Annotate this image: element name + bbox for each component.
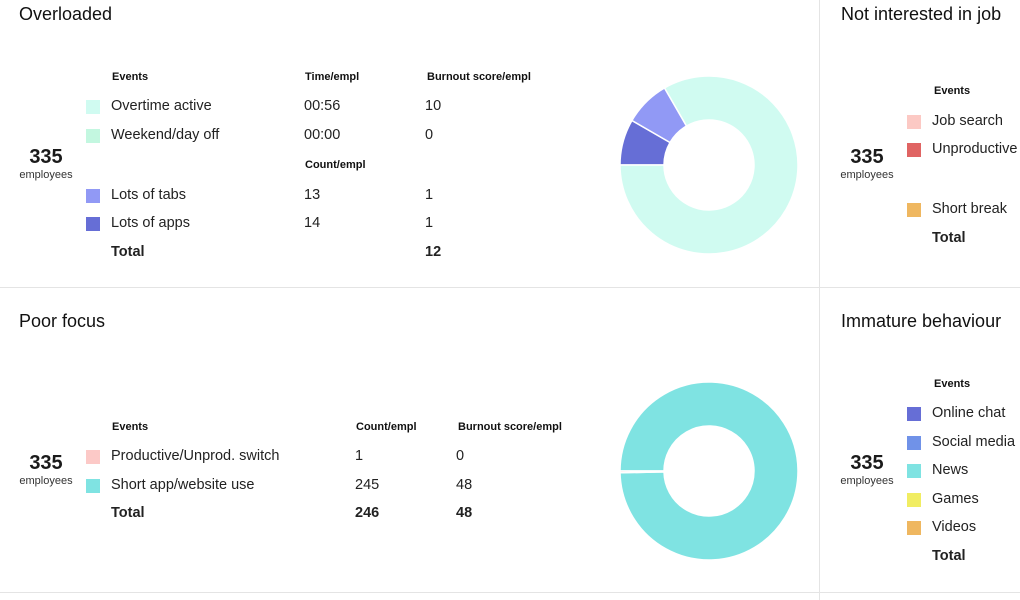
row-divider-bottom bbox=[0, 592, 1020, 593]
overloaded-total-burnout: 12 bbox=[425, 244, 442, 260]
table-row-event: Productive/Unprod. switch bbox=[111, 448, 280, 464]
overloaded-col-events: Events bbox=[112, 71, 149, 83]
list-item-event: Social media bbox=[932, 434, 1016, 450]
lots-of-tabs-swatch bbox=[86, 189, 100, 203]
table-row-event: Overtime active bbox=[111, 98, 212, 114]
overloaded-employee-count: 335 employees bbox=[16, 146, 76, 181]
poor-focus-col-events: Events bbox=[112, 421, 149, 433]
list-item-event: Videos bbox=[932, 519, 977, 535]
donut-slice[interactable] bbox=[619, 470, 665, 474]
list-item-event: Games bbox=[932, 491, 979, 507]
poor-focus-donut-chart[interactable] bbox=[619, 381, 799, 561]
online-chat-swatch bbox=[907, 407, 921, 421]
news-swatch bbox=[907, 464, 921, 478]
overloaded-col-burnout: Burnout score/empl bbox=[427, 71, 531, 83]
table-row-time: 00:00 bbox=[304, 127, 341, 143]
not-interested-count-label: employees bbox=[840, 169, 894, 181]
poor-focus-count-value: 335 bbox=[29, 452, 63, 474]
list-item-event: News bbox=[932, 462, 969, 478]
column-divider bbox=[819, 0, 820, 600]
table-row-event: Short app/website use bbox=[111, 477, 255, 493]
short-break-swatch bbox=[907, 203, 921, 217]
poor-focus-col-burnout: Burnout score/empl bbox=[458, 421, 562, 433]
immature-count-label: employees bbox=[840, 475, 894, 487]
overloaded-title: Overloaded bbox=[19, 4, 113, 24]
productive-switch-swatch bbox=[86, 450, 100, 464]
overloaded-total-label: Total bbox=[111, 244, 145, 260]
not-interested-employee-count: 335 employees bbox=[837, 146, 897, 181]
immature-col-events: Events bbox=[934, 378, 971, 390]
not-interested-col-events: Events bbox=[934, 85, 971, 97]
list-item-event: Online chat bbox=[932, 405, 1006, 421]
not-interested-count-value: 335 bbox=[850, 146, 884, 168]
poor-focus-total-burnout: 48 bbox=[456, 505, 473, 521]
overloaded-donut-chart[interactable] bbox=[619, 75, 799, 255]
overloaded-card: Overloaded 335 employees Events Time/emp… bbox=[0, 0, 818, 287]
table-row-event: Lots of tabs bbox=[111, 187, 186, 203]
immature-card: Immature behaviour 335 employees Events … bbox=[821, 289, 1020, 591]
job-search-swatch bbox=[907, 115, 921, 129]
table-row-count: 14 bbox=[304, 215, 321, 231]
poor-focus-count-label: employees bbox=[19, 475, 73, 487]
table-row-event: Weekend/day off bbox=[111, 127, 220, 143]
overloaded-col-count: Count/empl bbox=[305, 159, 366, 171]
unproductive-swatch bbox=[907, 143, 921, 157]
short-app-use-swatch bbox=[86, 479, 100, 493]
games-swatch bbox=[907, 493, 921, 507]
immature-count-value: 335 bbox=[850, 452, 884, 474]
weekend-swatch bbox=[86, 129, 100, 143]
table-row-burnout: 1 bbox=[425, 215, 434, 231]
list-item-event: Job search bbox=[932, 113, 1003, 129]
lots-of-apps-swatch bbox=[86, 217, 100, 231]
not-interested-title: Not interested in job bbox=[841, 4, 1002, 24]
overloaded-count-value: 335 bbox=[29, 146, 63, 168]
table-row-burnout: 0 bbox=[456, 448, 465, 464]
immature-employee-count: 335 employees bbox=[837, 452, 897, 487]
immature-title: Immature behaviour bbox=[841, 311, 1002, 331]
overloaded-col-time: Time/empl bbox=[305, 71, 360, 83]
overtime-active-swatch bbox=[86, 100, 100, 114]
immature-total-label: Total bbox=[932, 548, 966, 564]
list-item-event: Unproductive bbox=[932, 141, 1018, 157]
table-row-count: 1 bbox=[355, 448, 364, 464]
not-interested-total-label: Total bbox=[932, 230, 966, 246]
table-row-time: 00:56 bbox=[304, 98, 341, 114]
table-row-count: 245 bbox=[355, 477, 380, 493]
not-interested-card: Not interested in job 335 employees Even… bbox=[821, 0, 1020, 287]
poor-focus-employee-count: 335 employees bbox=[16, 452, 76, 487]
social-media-swatch bbox=[907, 436, 921, 450]
list-item-event: Short break bbox=[932, 201, 1007, 217]
poor-focus-title: Poor focus bbox=[19, 311, 106, 331]
table-row-event: Lots of apps bbox=[111, 215, 190, 231]
poor-focus-total-label: Total bbox=[111, 505, 145, 521]
row-divider-top bbox=[0, 287, 1020, 288]
table-row-count: 13 bbox=[304, 187, 321, 203]
donut-slice[interactable] bbox=[619, 75, 799, 255]
table-row-burnout: 48 bbox=[456, 477, 473, 493]
table-row-burnout: 1 bbox=[425, 187, 434, 203]
poor-focus-card: Poor focus 335 employees Events Count/em… bbox=[0, 289, 818, 591]
videos-swatch bbox=[907, 521, 921, 535]
overloaded-count-label: employees bbox=[19, 169, 73, 181]
table-row-burnout: 10 bbox=[425, 98, 442, 114]
table-row-burnout: 0 bbox=[425, 127, 434, 143]
poor-focus-total-count: 246 bbox=[355, 505, 380, 521]
donut-slice[interactable] bbox=[619, 381, 799, 561]
poor-focus-col-count: Count/empl bbox=[356, 421, 417, 433]
